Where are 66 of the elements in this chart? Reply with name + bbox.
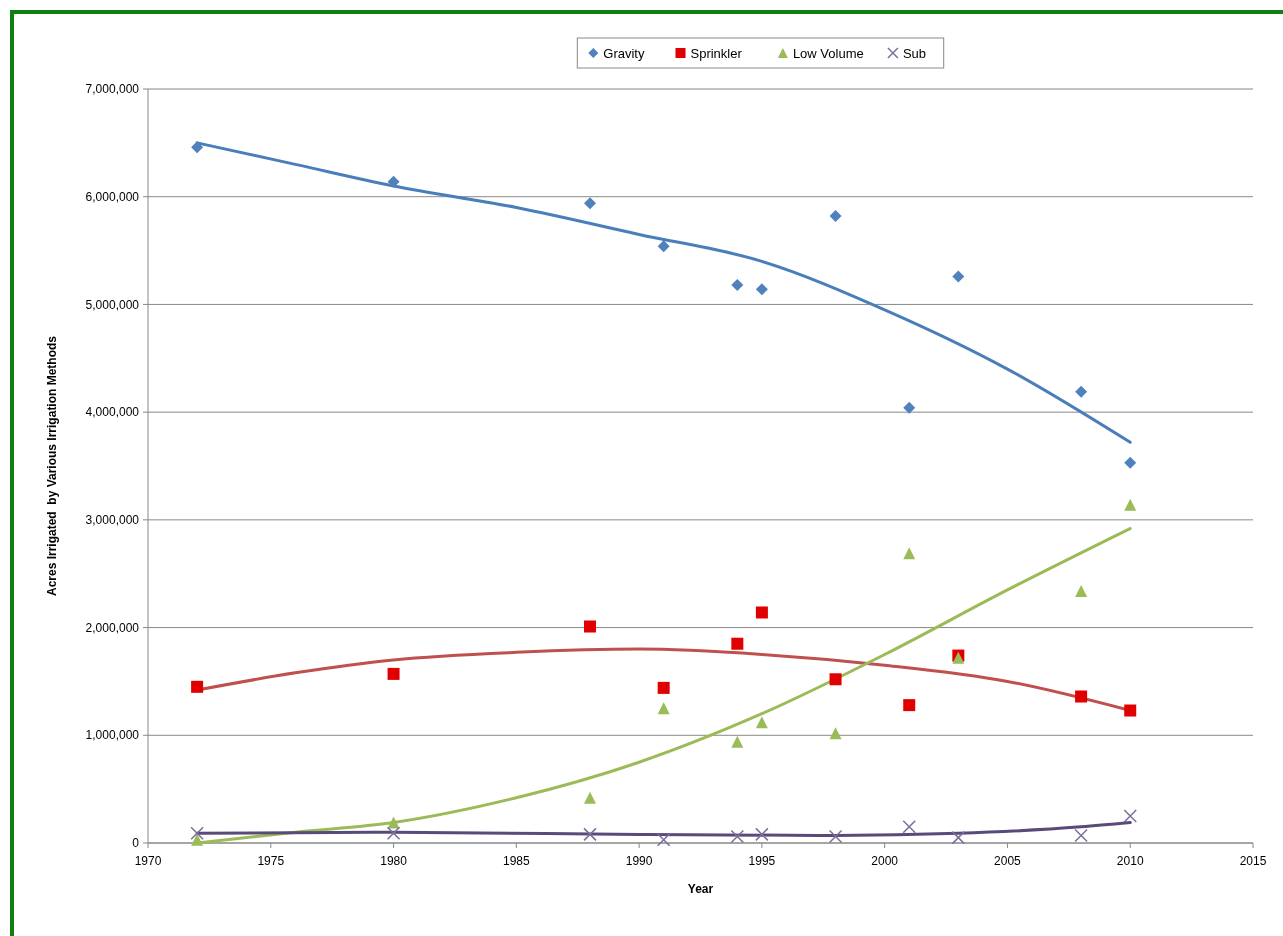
legend-label: Low Volume	[792, 45, 864, 61]
point	[1123, 809, 1137, 823]
x-tick-label: 2010	[1116, 854, 1144, 868]
legend-label: Sprinkler	[690, 45, 743, 61]
y-tick-label: 6,000,000	[85, 189, 140, 204]
point	[656, 833, 671, 847]
point	[584, 197, 596, 210]
point	[387, 816, 400, 829]
y-axis-title: Acres Irrigated by Various Irrigation Methods	[45, 335, 59, 597]
point	[1124, 704, 1137, 717]
point	[755, 283, 768, 296]
legend-label: Sub	[902, 45, 927, 61]
point	[657, 240, 670, 253]
y-tick-label: 1,000,000	[85, 728, 140, 743]
point	[731, 637, 744, 650]
point	[952, 270, 965, 283]
point	[755, 716, 768, 729]
point	[191, 680, 204, 693]
point	[387, 175, 400, 188]
x-tick-label: 1985	[502, 854, 530, 868]
point	[755, 827, 769, 842]
point	[1075, 385, 1088, 398]
point	[657, 702, 670, 715]
point	[903, 699, 916, 712]
point	[1124, 498, 1137, 511]
x-tick-label: 2005	[994, 854, 1022, 868]
point	[730, 829, 745, 844]
x-tick-label: 2015	[1239, 854, 1267, 868]
point	[829, 210, 842, 223]
y-tick-label: 4,000,000	[85, 405, 140, 420]
y-tick-label: 2,000,000	[85, 620, 140, 635]
point	[583, 827, 597, 842]
point	[903, 401, 916, 414]
point	[584, 791, 596, 804]
x-tick-label: 1995	[748, 854, 776, 868]
y-tick-label: 3,000,000	[85, 513, 140, 528]
point	[584, 620, 596, 633]
point	[190, 826, 204, 841]
y-tick-label: 5,000,000	[85, 297, 140, 312]
point	[902, 820, 916, 834]
y-tick-label: 7,000,000	[85, 82, 140, 97]
point	[903, 547, 916, 560]
point	[657, 681, 670, 694]
x-axis-title: Year	[687, 882, 714, 896]
x-tick-label: 1970	[134, 854, 162, 868]
x-tick-label: 1990	[625, 854, 653, 868]
point	[191, 833, 204, 846]
point	[731, 735, 744, 748]
x-tick-label: 1975	[257, 854, 285, 868]
point	[951, 830, 966, 845]
point	[829, 727, 842, 740]
point	[1075, 690, 1088, 703]
point	[387, 667, 400, 680]
point	[191, 141, 204, 154]
point	[755, 606, 768, 619]
point	[829, 673, 842, 686]
point	[828, 829, 843, 844]
point	[1124, 456, 1137, 469]
point	[1075, 584, 1088, 597]
x-tick-label: 2000	[871, 854, 899, 868]
y-tick-label: 0	[132, 836, 140, 851]
point	[1074, 828, 1088, 843]
point	[386, 826, 401, 841]
x-tick-label: 1980	[380, 854, 408, 868]
point	[731, 279, 744, 292]
legend-label: Gravity	[603, 45, 645, 61]
